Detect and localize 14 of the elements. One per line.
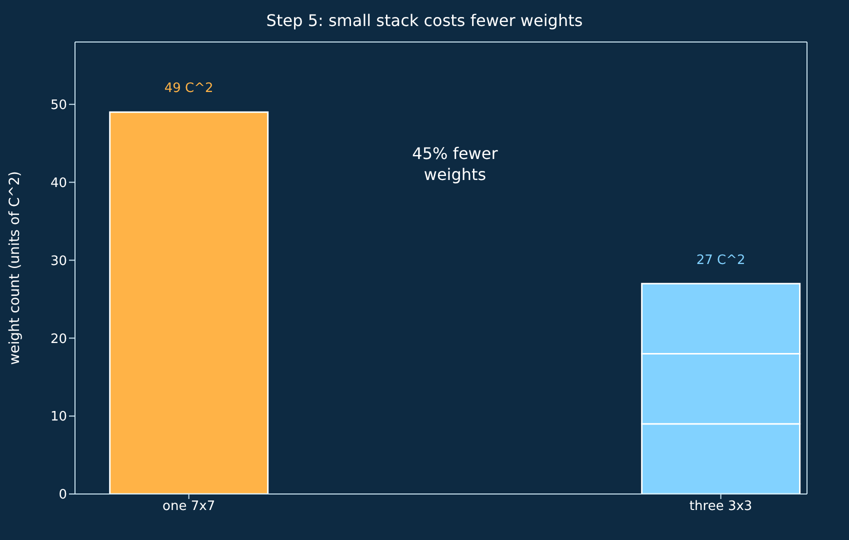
- chart-title: Step 5: small stack costs fewer weights: [265, 11, 584, 30]
- total-label: 27 C^2: [695, 252, 746, 268]
- y-tick-label: 10: [50, 410, 67, 425]
- bar: [109, 111, 269, 494]
- y-tick-label: 50: [50, 98, 67, 113]
- total-label: 49 C^2: [163, 81, 214, 96]
- x-tick-label: one 7x7: [162, 499, 216, 514]
- y-axis-title: weight count (units of C^2): [6, 171, 23, 365]
- annotation: 45% fewer weights: [411, 143, 499, 185]
- y-tick-label: 30: [50, 254, 67, 269]
- x-tick-label: three 3x3: [689, 499, 752, 514]
- y-tick-label: 20: [50, 332, 67, 347]
- y-tick-label: 0: [58, 488, 67, 503]
- y-tick-label: 40: [50, 176, 67, 191]
